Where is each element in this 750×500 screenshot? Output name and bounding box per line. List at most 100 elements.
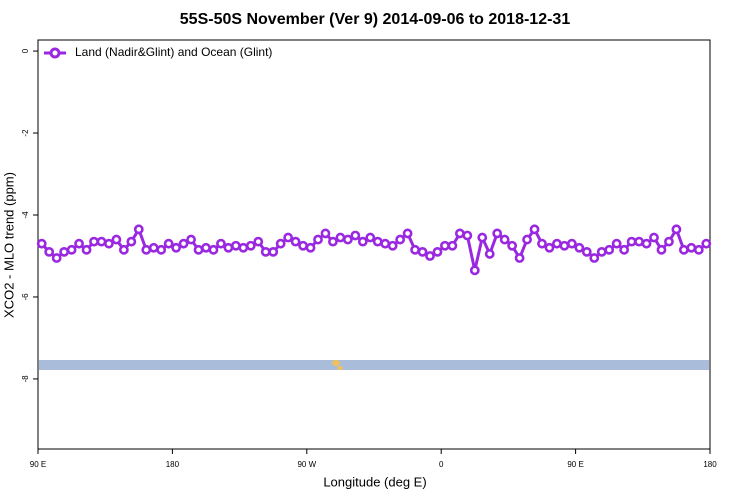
point xyxy=(111,234,122,245)
point xyxy=(664,236,674,247)
point xyxy=(447,240,458,251)
chart-title: 55S-50S November (Ver 9) 2014-09-06 to 2… xyxy=(180,11,571,28)
point xyxy=(604,244,615,255)
point xyxy=(36,238,47,249)
point xyxy=(350,230,361,241)
point xyxy=(298,240,308,251)
point xyxy=(156,244,167,255)
point xyxy=(118,244,129,255)
point xyxy=(178,238,189,249)
point xyxy=(335,232,346,243)
point xyxy=(529,224,540,235)
point xyxy=(186,234,196,245)
point xyxy=(484,249,495,259)
point xyxy=(402,228,413,239)
legend-marker xyxy=(49,47,61,59)
point xyxy=(693,244,704,255)
point xyxy=(641,238,652,249)
point xyxy=(305,242,316,253)
y-tick-label: -4 xyxy=(21,211,30,219)
point xyxy=(328,236,338,247)
point xyxy=(208,244,219,255)
point xyxy=(566,238,577,249)
point xyxy=(275,238,286,249)
y-tick-label: -6 xyxy=(21,293,30,301)
y-tick-label: -8 xyxy=(21,375,30,383)
point xyxy=(626,236,637,247)
y-tick-label: -2 xyxy=(21,129,30,137)
point xyxy=(611,238,622,249)
point xyxy=(245,240,256,251)
point xyxy=(469,265,480,276)
point xyxy=(477,232,488,243)
point xyxy=(678,244,689,255)
point xyxy=(320,228,331,239)
point xyxy=(372,236,383,247)
point xyxy=(589,253,600,263)
x-tick-label: 90 W xyxy=(297,460,316,469)
point xyxy=(96,236,107,247)
point xyxy=(395,234,406,245)
point xyxy=(133,224,144,235)
point xyxy=(387,240,398,251)
point xyxy=(104,238,114,249)
point xyxy=(126,236,137,247)
point xyxy=(454,228,465,239)
point xyxy=(701,238,712,249)
point xyxy=(141,244,152,255)
point xyxy=(417,246,428,257)
x-tick-label: 180 xyxy=(166,460,180,469)
point xyxy=(223,242,234,253)
point xyxy=(171,242,182,253)
point xyxy=(357,236,368,247)
point xyxy=(342,234,353,245)
point xyxy=(686,242,697,253)
map-land xyxy=(332,360,340,366)
point xyxy=(559,240,570,251)
point xyxy=(380,238,391,249)
point xyxy=(365,232,376,243)
point xyxy=(283,232,294,243)
y-tick-label: 0 xyxy=(21,48,30,53)
map-land xyxy=(337,366,343,370)
point xyxy=(634,236,644,247)
point xyxy=(656,244,667,255)
x-axis-label: Longitude (deg E) xyxy=(323,474,426,489)
y-axis-label: XCO2 - MLO trend (ppm) xyxy=(1,172,16,318)
point xyxy=(574,242,585,253)
point xyxy=(522,234,532,245)
point xyxy=(216,238,226,249)
point xyxy=(230,240,241,251)
point xyxy=(51,253,62,263)
point xyxy=(260,246,271,257)
x-tick-label: 90 E xyxy=(567,460,583,469)
legend: Land (Nadir&Glint) and Ocean (Glint) xyxy=(44,45,272,59)
point xyxy=(552,238,562,249)
point xyxy=(544,242,555,253)
point xyxy=(619,244,630,255)
point xyxy=(81,244,92,255)
point xyxy=(268,246,279,257)
point xyxy=(163,238,174,249)
point xyxy=(507,240,518,251)
point xyxy=(59,246,70,257)
point xyxy=(253,236,264,247)
point xyxy=(313,234,323,245)
point xyxy=(89,236,99,247)
map-ocean xyxy=(39,360,709,370)
point xyxy=(671,224,682,235)
point xyxy=(596,246,607,257)
point xyxy=(148,242,159,253)
legend-label: Land (Nadir&Glint) and Ocean (Glint) xyxy=(75,45,272,59)
point xyxy=(492,228,503,239)
point xyxy=(201,242,211,253)
point xyxy=(44,246,55,257)
x-tick-label: 180 xyxy=(703,460,717,469)
point xyxy=(537,238,547,249)
point xyxy=(425,251,435,261)
point xyxy=(410,244,420,255)
point xyxy=(193,244,204,255)
point xyxy=(74,238,84,249)
point xyxy=(499,234,510,245)
